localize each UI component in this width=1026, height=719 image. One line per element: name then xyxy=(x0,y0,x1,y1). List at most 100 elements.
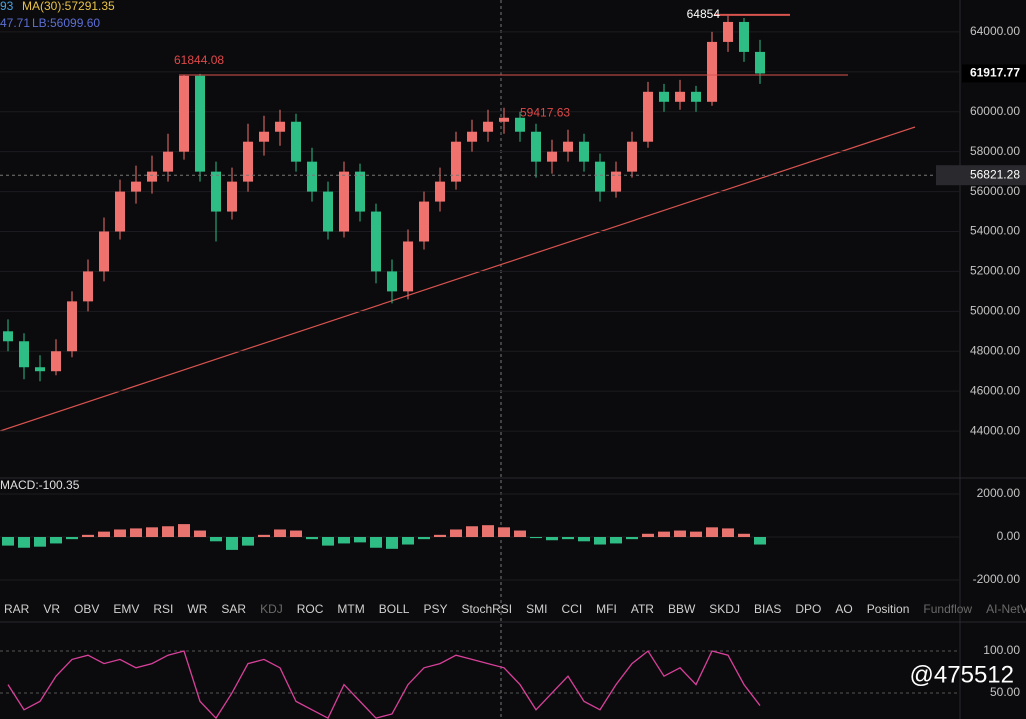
candle-body xyxy=(99,231,109,272)
crosshair-price: 56821.28 xyxy=(970,167,1020,181)
candle-body xyxy=(403,241,413,292)
indicator-tab[interactable]: EMV xyxy=(113,602,139,616)
candle-body xyxy=(243,141,253,182)
indicator-tab[interactable]: PSY xyxy=(423,602,447,616)
macd-bar xyxy=(578,537,590,542)
legend-text: LB:56099.60 xyxy=(32,16,100,30)
indicator-tab[interactable]: AO xyxy=(835,602,852,616)
indicator-tab[interactable]: RAR xyxy=(4,602,30,616)
legend-text: 93 xyxy=(0,0,14,13)
indicator-tab[interactable]: WR xyxy=(187,602,207,616)
macd-bar xyxy=(658,531,670,538)
candle-body xyxy=(147,171,157,182)
candle-body xyxy=(451,141,461,182)
macd-bar xyxy=(562,537,574,540)
candle-body xyxy=(659,91,669,102)
trend-line xyxy=(0,126,916,432)
macd-bar xyxy=(402,537,414,545)
candle-body xyxy=(643,91,653,142)
macd-bar xyxy=(594,537,606,545)
level-label: 61844.08 xyxy=(174,53,224,67)
y-tick-label: 50000.00 xyxy=(970,304,1020,318)
macd-bar xyxy=(498,527,510,538)
macd-bar xyxy=(514,530,526,538)
macd-bar xyxy=(642,533,654,538)
macd-bar xyxy=(274,529,286,538)
level-label: 59417.63 xyxy=(520,106,570,120)
indicator-tab[interactable]: ATR xyxy=(631,602,654,616)
candle-body xyxy=(387,271,397,292)
candle-body xyxy=(67,301,77,352)
macd-bar xyxy=(258,534,270,538)
candle-body xyxy=(115,191,125,232)
oscillator-line xyxy=(7,650,761,719)
indicator-tab[interactable]: BOLL xyxy=(379,602,410,616)
indicator-tab[interactable]: SMI xyxy=(526,602,547,616)
macd-bar xyxy=(2,537,14,546)
candle-body xyxy=(163,151,173,172)
macd-bar xyxy=(226,537,238,550)
candle-body xyxy=(563,141,573,152)
y-tick-label: 48000.00 xyxy=(970,343,1020,357)
last-price: 61917.77 xyxy=(970,66,1020,80)
macd-bar xyxy=(114,529,126,538)
candle-body xyxy=(579,141,589,162)
candle-body xyxy=(291,121,301,162)
indicator-tab[interactable]: Position xyxy=(867,602,910,616)
candle-body xyxy=(435,181,445,202)
indicator-tab[interactable]: RSI xyxy=(153,602,173,616)
indicator-tab[interactable]: StochRSI xyxy=(461,602,512,616)
y-tick-label: -2000.00 xyxy=(973,572,1021,586)
y-tick-label: 54000.00 xyxy=(970,224,1020,238)
y-tick-label: 60000.00 xyxy=(970,104,1020,118)
y-tick-label: 58000.00 xyxy=(970,144,1020,158)
indicator-tab[interactable]: SKDJ xyxy=(709,602,740,616)
indicator-tab[interactable]: BBW xyxy=(668,602,696,616)
macd-bar xyxy=(290,530,302,538)
indicator-tab[interactable]: AI-NetVOL xyxy=(986,602,1026,616)
y-tick-label: 44000.00 xyxy=(970,423,1020,437)
indicator-tab[interactable]: Fundflow xyxy=(923,602,972,616)
candle-body xyxy=(339,171,349,232)
macd-bar xyxy=(722,528,734,538)
macd-bar xyxy=(146,527,158,538)
macd-bar xyxy=(450,529,462,538)
price-tag xyxy=(936,165,1026,186)
indicator-tab[interactable]: MFI xyxy=(596,602,617,616)
macd-bar xyxy=(610,537,622,544)
macd-bar xyxy=(706,527,718,538)
indicator-tab[interactable]: DPO xyxy=(795,602,821,616)
indicator-tab[interactable]: SAR xyxy=(221,602,246,616)
indicator-tab[interactable]: CCI xyxy=(562,602,583,616)
candle-body xyxy=(483,121,493,132)
candle-body xyxy=(739,21,749,52)
candle-body xyxy=(419,201,429,242)
indicator-tab[interactable]: OBV xyxy=(74,602,99,616)
price-tag xyxy=(962,64,1026,83)
macd-bar xyxy=(434,534,446,538)
macd-bar xyxy=(738,533,750,538)
macd-bar xyxy=(130,528,142,538)
level-label: 64854 xyxy=(687,7,721,21)
macd-bar xyxy=(18,537,30,548)
candle-body xyxy=(179,75,189,152)
macd-bar xyxy=(418,537,430,540)
indicator-tab[interactable]: KDJ xyxy=(260,602,283,616)
y-tick-label: 0.00 xyxy=(997,529,1021,543)
candle-body xyxy=(83,271,93,302)
legend-text: 47.71 xyxy=(0,16,30,30)
indicator-tab[interactable]: BIAS xyxy=(754,602,781,616)
indicator-tab[interactable]: MTM xyxy=(337,602,364,616)
macd-bar xyxy=(242,537,254,546)
macd-bar xyxy=(210,537,222,542)
macd-bar xyxy=(50,537,62,544)
macd-bar xyxy=(354,537,366,543)
indicator-tab[interactable]: VR xyxy=(43,602,60,616)
macd-bar xyxy=(754,537,766,545)
indicator-tab[interactable]: ROC xyxy=(297,602,324,616)
macd-bar xyxy=(162,526,174,538)
candle-body xyxy=(307,161,317,192)
candle-body xyxy=(19,341,29,368)
